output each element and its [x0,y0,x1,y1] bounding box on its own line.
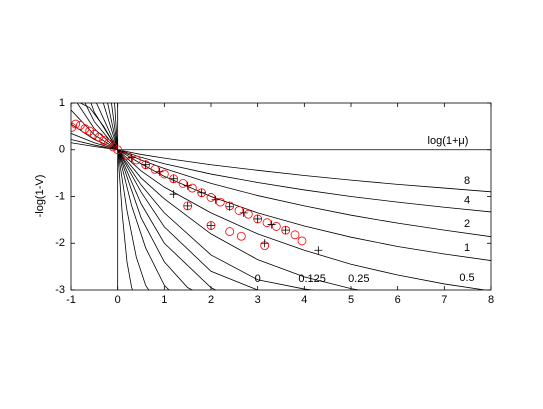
x-annotation: log(1+μ) [428,135,469,147]
y-tick-label: 0 [59,144,65,156]
curve [114,103,134,290]
data-point [75,121,85,130]
data-point [94,132,104,142]
data-point [159,169,169,179]
curve [107,103,170,290]
data-point [290,230,300,240]
curve-label: 4 [464,194,470,206]
y-tick-label: 1 [59,97,65,109]
curve-label: 0.25 [348,273,369,285]
x-tick-label: 1 [161,294,167,306]
data-point [141,160,150,169]
data-point [71,119,81,129]
x-tick-label: 3 [255,294,261,306]
data-point [239,208,248,217]
curve [71,109,488,290]
curve-label: 1 [464,242,470,254]
data-point [85,126,95,136]
data-point [178,179,188,188]
data-point [225,202,234,211]
x-tick-label: -1 [66,294,76,306]
y-tick-label: -3 [55,284,65,296]
y-axis-label: -log(1-V) [34,175,46,218]
x-tick-label: 2 [208,294,214,306]
data-point [155,167,164,176]
data-point [297,236,307,246]
x-tick-label: 8 [488,294,494,306]
data-point [150,164,160,174]
x-tick-label: 5 [348,294,354,306]
data-point [260,239,269,248]
y-tick-label: -1 [55,190,65,202]
data-point [281,226,290,235]
data-point [262,218,272,228]
data-point [211,195,220,204]
curve [79,103,119,150]
curve [84,103,316,290]
data-point [127,153,136,162]
x-tick-label: 4 [301,294,307,306]
curve-label: 0.5 [459,272,474,284]
x-tick-label: 0 [115,294,121,306]
data-point [234,206,244,215]
data-point [243,209,253,219]
data-point [169,190,178,199]
curve [71,133,491,238]
data-point [99,135,109,145]
curve-label: 2 [464,218,470,230]
data-point [215,197,225,207]
data-point [253,214,262,223]
curve-label: 8 [464,175,470,187]
data-point [108,142,118,152]
curve [111,103,150,290]
data-point [206,193,216,202]
data-point [122,150,132,160]
data-point [314,246,323,255]
data-point [80,124,90,134]
data-point [89,129,99,139]
curve [90,103,260,290]
curve [76,103,362,290]
x-tick-label: 6 [395,294,401,306]
data-point [131,155,141,165]
data-point [169,174,178,183]
data-point [267,220,276,229]
data-point [103,139,113,149]
data-point [197,188,206,197]
data-point [183,201,192,210]
x-tick-label: 7 [441,294,447,306]
data-point [207,221,215,230]
curve-label: 0 [255,273,261,285]
y-tick-label: -2 [55,237,65,249]
data-point [225,227,235,236]
data-point [113,145,123,155]
data-point [183,181,192,190]
data-point [236,231,246,241]
curve-label: 0.125 [298,273,326,285]
plot-area [71,103,491,290]
data-point [187,183,197,193]
data-point [271,222,281,231]
